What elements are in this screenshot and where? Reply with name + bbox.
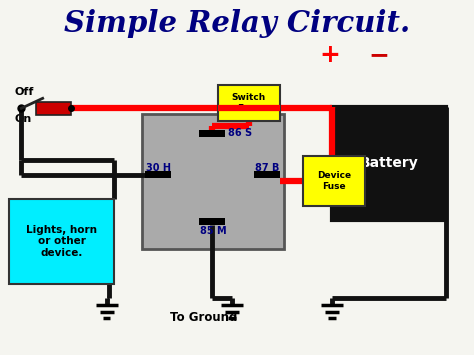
Text: Lights, horn
or other
device.: Lights, horn or other device. bbox=[26, 225, 97, 258]
Text: 87 B: 87 B bbox=[255, 163, 279, 173]
Text: Simple Relay Circuit.: Simple Relay Circuit. bbox=[64, 9, 410, 38]
Text: +: + bbox=[319, 43, 340, 67]
Text: Switch
Fuse: Switch Fuse bbox=[232, 93, 266, 113]
Bar bbox=[254, 171, 280, 178]
Text: −: − bbox=[369, 43, 390, 67]
Bar bbox=[199, 218, 225, 225]
Bar bbox=[9, 199, 114, 284]
Text: Battery: Battery bbox=[359, 156, 418, 170]
Bar bbox=[218, 85, 280, 121]
Bar bbox=[199, 130, 225, 137]
Text: On: On bbox=[14, 114, 31, 124]
Text: Device
Fuse: Device Fuse bbox=[317, 171, 351, 191]
Text: Off: Off bbox=[14, 87, 34, 97]
Bar bbox=[142, 114, 284, 248]
Text: 86 S: 86 S bbox=[228, 128, 252, 138]
Text: To Ground: To Ground bbox=[170, 311, 237, 324]
Text: 85 M: 85 M bbox=[200, 226, 227, 236]
Bar bbox=[145, 171, 171, 178]
Text: 30 H: 30 H bbox=[146, 163, 171, 173]
Bar bbox=[36, 102, 71, 115]
Bar bbox=[332, 106, 446, 220]
Bar bbox=[303, 156, 365, 206]
